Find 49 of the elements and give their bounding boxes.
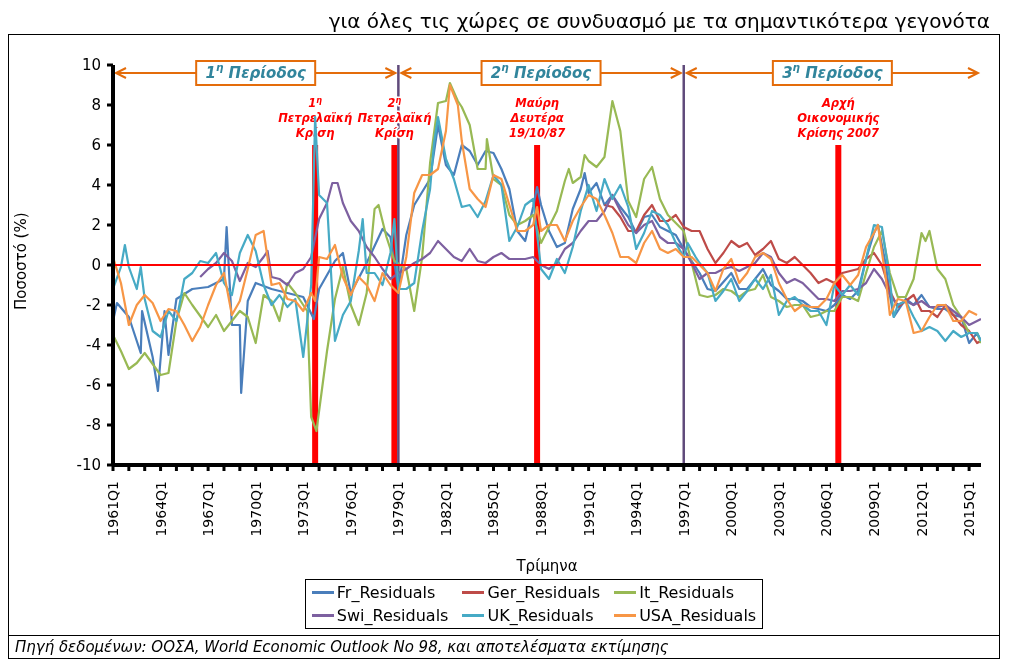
x-tick-label: 2006Q1 <box>818 481 835 537</box>
x-tick-label: 1985Q1 <box>485 481 502 537</box>
line-series <box>113 83 979 343</box>
x-tick-label: 1997Q1 <box>675 481 692 537</box>
x-tick-label: 1970Q1 <box>247 481 264 537</box>
x-tick-label: 1988Q1 <box>533 481 550 537</box>
line-series <box>603 203 981 345</box>
y-tick-label: 0 <box>91 256 101 274</box>
x-tick-label: 1976Q1 <box>342 481 359 537</box>
y-tick-label: -10 <box>76 456 101 474</box>
y-tick-label: -4 <box>86 336 101 354</box>
ref-line-label: Μαύρη Δευτέρα 19/10/87 <box>508 96 566 140</box>
x-tick-label: 1979Q1 <box>390 481 407 537</box>
y-axis-title: Ποσοστό (%) <box>12 212 31 310</box>
x-tick-label: 1982Q1 <box>437 481 454 537</box>
x-tick-label: 2015Q1 <box>961 481 978 537</box>
y-tick-label: -8 <box>86 416 101 434</box>
legend-label: Ger_Residuals <box>487 583 601 602</box>
y-tick-label: 6 <box>91 136 101 154</box>
x-axis-title: Τρίμηνα <box>515 557 578 575</box>
period-label: 1$^{η}$ Περίοδος <box>205 61 306 82</box>
y-tick-label: -2 <box>86 296 101 314</box>
y-tick-label: 10 <box>81 56 101 74</box>
x-tick-label: 1973Q1 <box>295 481 312 537</box>
x-tick-label: 1964Q1 <box>152 481 169 537</box>
y-tick-label: 2 <box>91 216 101 234</box>
x-tick-label: 1994Q1 <box>628 481 645 537</box>
legend-label: It_Residuals <box>639 583 735 602</box>
legend-label: Swi_Residuals <box>336 606 449 625</box>
text: Πηγή δεδομένων: ΟΟΣΑ, World Economic Outlook No 98, και αποτελέσματα εκτίμησης <box>15 638 669 656</box>
x-tick-label: 2012Q1 <box>913 481 930 537</box>
x-tick-label: 1991Q1 <box>580 481 597 537</box>
line-series <box>199 181 981 327</box>
period-label: 2$^{η}$ Περίοδος <box>490 61 592 82</box>
chart-title: για όλες τις χώρες σε συνδυασμό με τα σημαντικότερα γεγονότα <box>328 9 990 33</box>
legend-label: Fr_Residuals <box>336 583 436 602</box>
period-label: 3$^{η}$ Περίοδος <box>782 61 883 82</box>
y-tick-label: 8 <box>91 96 101 114</box>
x-tick-label: 2000Q1 <box>723 481 740 537</box>
y-tick-label: -6 <box>86 376 101 394</box>
legend-label: UK_Residuals <box>487 606 594 625</box>
ref-line-label: Αρχή Οικονομικής Κρίσης 2007 <box>797 96 880 140</box>
line-series <box>113 81 981 433</box>
x-tick-label: 2003Q1 <box>770 481 787 537</box>
y-tick-label: 4 <box>91 176 101 194</box>
legend-label: USA_Residuals <box>639 606 757 625</box>
x-tick-label: 1967Q1 <box>200 481 217 537</box>
x-tick-label: 1961Q1 <box>105 481 121 537</box>
x-tick-label: 2009Q1 <box>865 481 882 537</box>
